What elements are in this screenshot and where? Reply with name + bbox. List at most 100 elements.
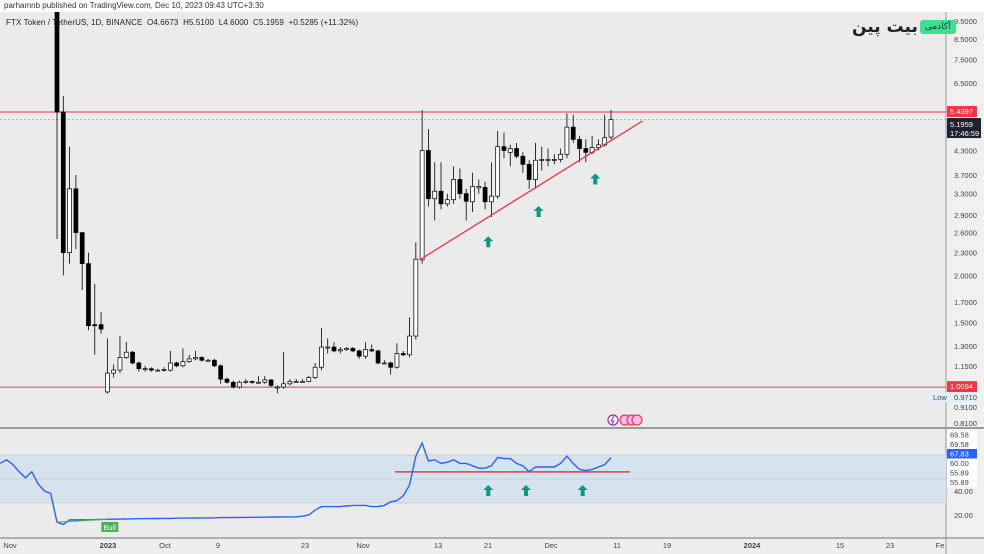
price-tick-label: 3.7000 <box>954 171 977 180</box>
candle-up <box>337 349 343 352</box>
candle-up <box>495 146 501 197</box>
support-badge: 1.0094 <box>950 382 973 391</box>
candle-up <box>413 258 419 337</box>
candle-up <box>363 349 368 357</box>
time-tick-label: 2023 <box>100 541 117 550</box>
time-tick-label: 23 <box>886 541 894 550</box>
resistance-badge: 5.4397 <box>950 107 973 116</box>
bull-label-bg <box>101 522 119 532</box>
candle-up <box>256 381 261 384</box>
candle-down <box>501 146 507 151</box>
candle-up <box>180 361 186 367</box>
rsi-badge-bg <box>947 477 977 487</box>
candle-up <box>608 119 614 138</box>
candle-down <box>331 346 337 352</box>
candle-up <box>394 353 400 368</box>
rsi-badge-bg <box>947 468 977 478</box>
symbol-legend: FTX Token / TetherUS, 1D, BINANCE O4.667… <box>6 18 358 27</box>
candle-down <box>60 111 66 253</box>
lightning-glyph-icon <box>610 415 615 425</box>
price-tick-label: 1.5000 <box>954 318 977 327</box>
candle-down <box>92 324 98 327</box>
candle-up <box>596 144 601 148</box>
candle-up <box>444 199 450 205</box>
rsi-badge: 69.58 <box>950 440 969 449</box>
up-arrow-icon <box>590 173 601 185</box>
time-tick-label: 15 <box>836 541 844 550</box>
up-arrow-icon <box>533 205 544 217</box>
time-tick-label: 2024 <box>744 541 762 550</box>
candle-down <box>369 349 375 352</box>
price-tick-label: 0.8100 <box>954 419 977 428</box>
candle-up <box>306 377 312 382</box>
candle-up <box>325 346 331 349</box>
time-tick-label: Nov <box>3 541 17 550</box>
symbol-name: FTX Token / TetherUS, 1D, BINANCE <box>6 18 143 27</box>
watermark-logo: بیت پین آکادمی <box>852 17 956 37</box>
time-tick-label: 11 <box>613 541 621 550</box>
candle-up <box>281 383 286 388</box>
time-tick-label: Nov <box>356 541 370 550</box>
rsi-badge: 55.89 <box>950 478 969 487</box>
candle-up <box>432 190 438 200</box>
support-badge-bg <box>947 381 977 393</box>
candle-up <box>551 159 557 161</box>
ascending-trendline <box>419 120 643 261</box>
rsi-badge-bg <box>947 458 977 468</box>
candle-down <box>268 379 274 386</box>
rsi-badge-bg <box>947 430 977 440</box>
candle-up <box>539 159 545 161</box>
last-price-badge-bg <box>947 118 981 139</box>
candle-down <box>73 188 79 233</box>
candle-up <box>111 369 117 374</box>
candle-down <box>350 347 356 352</box>
candle-up <box>142 368 148 371</box>
candle-up <box>564 126 570 155</box>
candle-up <box>312 366 318 378</box>
logo-badge: آکادمی <box>919 20 956 34</box>
candle-up <box>319 346 324 368</box>
candle-up <box>507 148 513 153</box>
low-label: Low <box>933 393 947 402</box>
candle-up <box>155 369 161 372</box>
candle-up <box>293 381 299 383</box>
candle-down <box>224 378 230 383</box>
bull-label: Bull <box>103 523 116 532</box>
candle-up <box>167 362 173 371</box>
time-tick-label: 9 <box>216 541 220 550</box>
candle-down <box>98 324 104 330</box>
rsi-tick-label: 20.00 <box>954 511 973 520</box>
published-caption: parhamnb published on TradingView.com, D… <box>4 1 264 10</box>
rsi-value-badge-bg <box>947 449 977 459</box>
time-tick-label: 13 <box>434 541 442 550</box>
candle-up <box>470 186 475 203</box>
candle-down <box>356 350 362 357</box>
up-arrow-icon <box>483 236 494 248</box>
rsi-badge-bg <box>947 439 977 449</box>
candle-up <box>300 381 305 383</box>
price-tick-label: 6.5000 <box>954 79 977 88</box>
plot-background <box>0 12 946 538</box>
economic-event-icon <box>631 414 643 426</box>
candle-up <box>533 159 538 180</box>
candle-down <box>199 357 205 361</box>
price-tick-label: 3.3000 <box>954 190 977 199</box>
time-tick-label: 19 <box>663 541 671 550</box>
low-value: 0.9710 <box>954 393 977 402</box>
candle-up <box>105 372 110 393</box>
candle-up <box>407 335 412 356</box>
candle-up <box>262 379 268 383</box>
candle-down <box>583 148 589 153</box>
candle-down <box>79 232 85 264</box>
candle-down <box>457 179 463 195</box>
candle-down <box>230 381 236 388</box>
time-tick-label: Fe <box>936 541 945 550</box>
logo-word: بیت پین <box>852 17 918 37</box>
time-tick-label: 21 <box>484 541 492 550</box>
low-badge-bg <box>930 392 978 403</box>
candle-down <box>438 190 444 205</box>
candle-up <box>451 179 456 201</box>
candle-up <box>117 357 123 371</box>
lightning-event-icon <box>607 414 619 426</box>
